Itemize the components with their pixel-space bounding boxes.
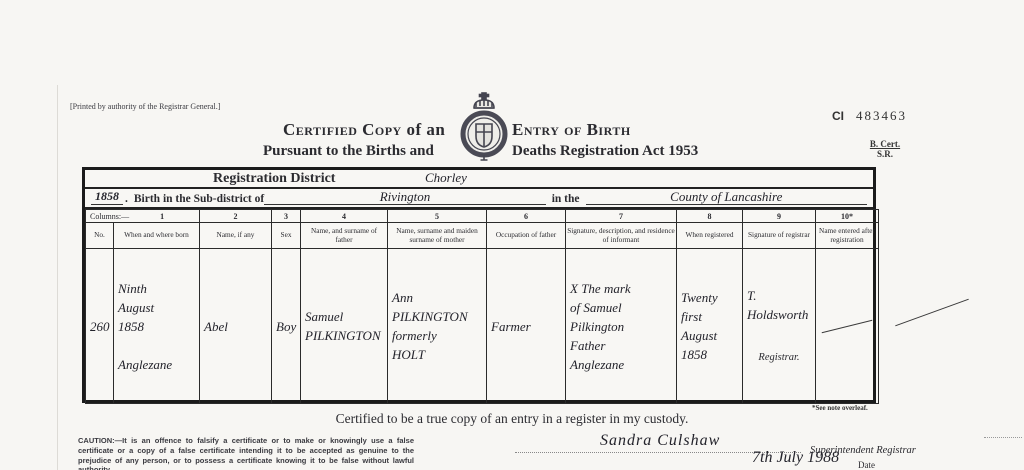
certificate-serial-number: CI 483463 bbox=[832, 108, 907, 123]
title-certified-copy: Certified Copy of an bbox=[283, 120, 446, 139]
cell-father: Samuel PILKINGTON bbox=[300, 248, 388, 404]
printed-authority-note: [Printed by authority of the Registrar G… bbox=[70, 102, 221, 111]
header-no: No. bbox=[85, 222, 114, 249]
margin-dotted-line bbox=[984, 437, 1022, 438]
title-pursuant: Pursuant to the Births and bbox=[263, 143, 434, 159]
cell-when-where-born: Ninth August 1858 Anglezane bbox=[113, 248, 200, 404]
see-note-footnote: *See note overleaf. bbox=[812, 404, 868, 412]
cell-name-after-registration bbox=[815, 248, 879, 404]
registration-district-row: Registration District Chorley bbox=[85, 170, 873, 189]
cell-occupation: Farmer bbox=[486, 248, 566, 404]
registration-entry-box: Registration District Chorley 1858 . Bir… bbox=[82, 167, 879, 404]
date-label: Date bbox=[858, 460, 875, 470]
header-sex: Sex bbox=[271, 222, 301, 249]
superintendent-signature: Sandra Culshaw bbox=[600, 432, 721, 449]
cell-mother: Ann PILKINGTON formerly HOLT bbox=[387, 248, 487, 404]
registrar-printed-label: Registrar. bbox=[758, 351, 800, 363]
signature-dotted-line bbox=[515, 433, 801, 453]
header-registrar-signature: Signature of registrar bbox=[742, 222, 816, 249]
superintendent-registrar-label: Superintendent Registrar bbox=[810, 445, 916, 456]
cell-entry-number: 260 bbox=[85, 248, 114, 404]
header-mother: Name, surname and maiden surname of moth… bbox=[387, 222, 487, 249]
columns-label: Columns:— bbox=[90, 211, 130, 221]
header-when-registered: When registered bbox=[676, 222, 743, 249]
county-blank: County of Lancashire bbox=[585, 188, 868, 205]
certificate-reference: B. Cert. S.R. bbox=[869, 139, 901, 159]
subdistrict-label: Birth in the Sub-district of bbox=[133, 193, 265, 205]
header-name: Name, if any bbox=[199, 222, 272, 249]
certification-date: 7th July 1988 bbox=[752, 449, 840, 466]
header-informant: Signature, description, and residence of… bbox=[565, 222, 677, 249]
blank-slash-mark bbox=[821, 319, 873, 333]
subdistrict-blank: Rivington bbox=[264, 188, 546, 205]
royal-coat-of-arms-icon bbox=[456, 92, 512, 169]
header-father: Name, and surname of father bbox=[300, 222, 388, 249]
cell-sex: Boy bbox=[271, 248, 301, 404]
header-when-where-born: When and where born bbox=[113, 222, 200, 249]
column-headers-row: No. When and where born Name, if any Sex… bbox=[85, 222, 879, 249]
register-entry-table: Columns:— 1 2 3 4 5 6 7 8 9 10* No. When … bbox=[85, 209, 879, 404]
margin-slash-mark bbox=[895, 298, 969, 327]
cell-when-registered: Twenty first August 1858 bbox=[676, 248, 743, 404]
scan-page-edge bbox=[57, 85, 58, 470]
subdistrict-value: Rivington bbox=[379, 189, 431, 204]
certification-statement: Certified to be a true copy of an entry … bbox=[335, 411, 689, 426]
registrar-signature-text: T. Holdsworth bbox=[747, 287, 809, 322]
caution-notice: CAUTION:—It is an offence to falsify a c… bbox=[78, 436, 414, 470]
registration-district-label: Registration District bbox=[213, 171, 336, 186]
subdistrict-row: 1858 . Birth in the Sub-district of Rivi… bbox=[85, 189, 873, 209]
entry-year: 1858 bbox=[91, 189, 123, 205]
county-value: County of Lancashire bbox=[670, 189, 783, 204]
register-entry-row: 260 Ninth August 1858 Anglezane Abel Boy… bbox=[85, 248, 879, 404]
in-the-label: in the bbox=[551, 193, 580, 205]
cell-name: Abel bbox=[199, 248, 272, 404]
registration-district-value: Chorley bbox=[425, 170, 467, 185]
column-numbers-row: Columns:— 1 2 3 4 5 6 7 8 9 10* bbox=[85, 209, 879, 223]
title-act-1953: Deaths Registration Act 1953 bbox=[512, 143, 699, 159]
header-name-after-registration: Name entered after registration bbox=[815, 222, 879, 249]
cell-registrar-signature: T. Holdsworth Registrar. bbox=[742, 248, 816, 404]
title-entry-of-birth: Entry of Birth bbox=[512, 120, 631, 139]
cell-informant: X The mark of Samuel Pilkington Father A… bbox=[565, 248, 677, 404]
header-occupation: Occupation of father bbox=[486, 222, 566, 249]
